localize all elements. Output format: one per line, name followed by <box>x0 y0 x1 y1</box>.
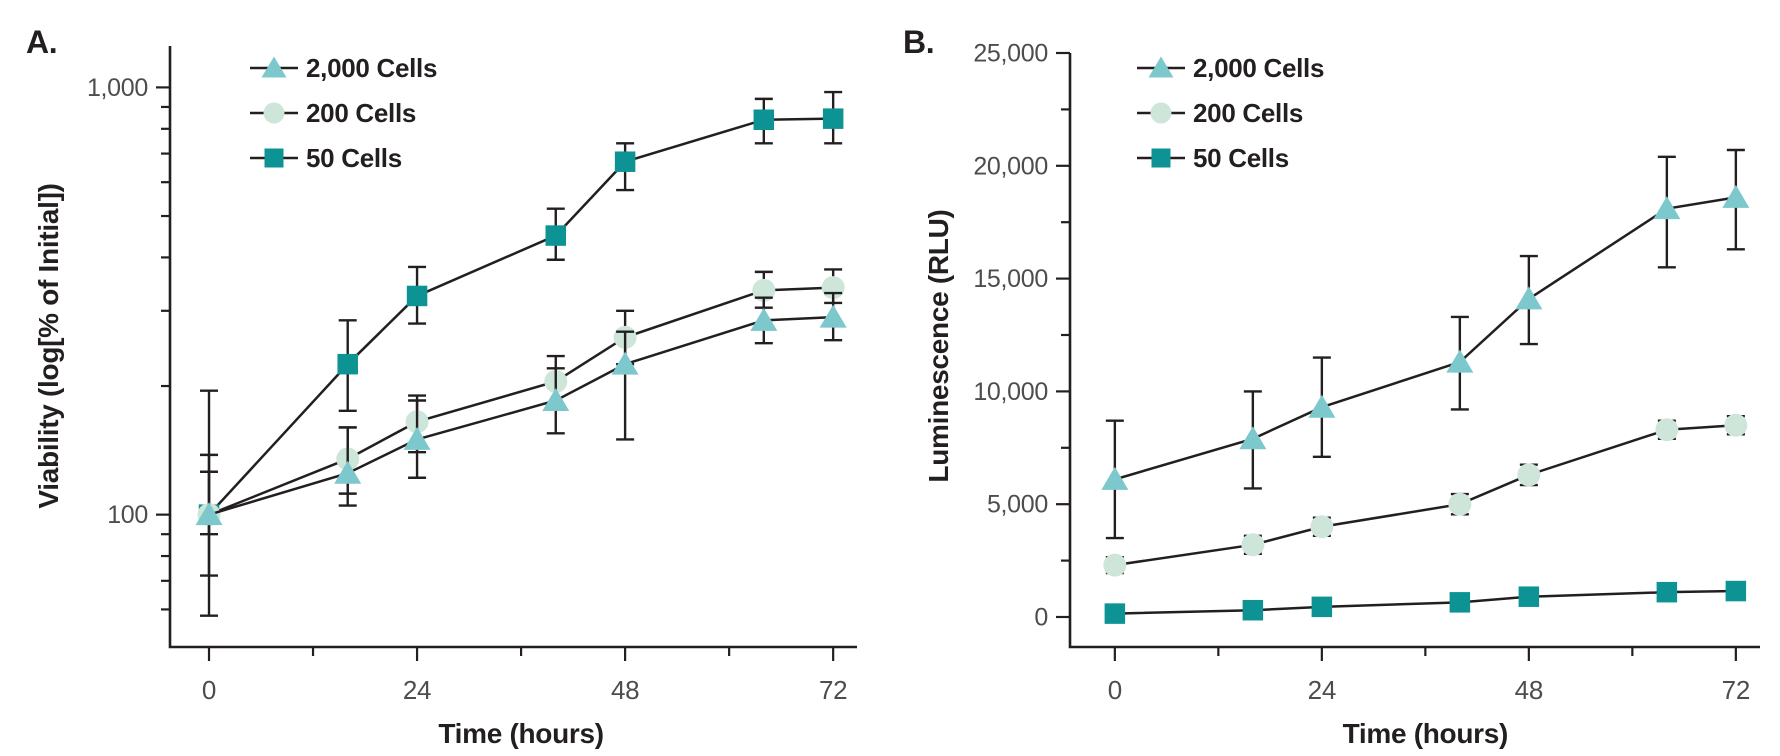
square-marker <box>1104 603 1126 624</box>
y-axis: 100 1,000 <box>87 74 170 611</box>
axes <box>168 46 857 649</box>
legend-label: 50 Cells <box>306 143 402 173</box>
square-marker <box>753 109 775 131</box>
series-line <box>208 315 834 516</box>
series-50-cells <box>1104 580 1747 624</box>
x-axis-title: Time (hours) <box>438 718 603 749</box>
square-marker <box>1518 586 1540 607</box>
legend-a: 2,000 Cells 200 Cells 50 Cells <box>250 53 437 173</box>
square-icon <box>264 148 284 168</box>
series-line <box>208 286 834 516</box>
square-marker <box>1449 592 1471 613</box>
triangle-marker <box>1515 286 1543 310</box>
circle-marker <box>1103 553 1127 577</box>
legend-label: 2,000 Cells <box>1193 53 1324 83</box>
triangle-marker <box>542 387 570 411</box>
series-200-cells <box>1103 413 1748 577</box>
x-tick-label: 48 <box>611 675 639 705</box>
square-marker <box>1311 596 1333 618</box>
circle-marker <box>1517 463 1541 487</box>
series-2-000-cells <box>195 291 847 536</box>
legend-item-2-000-cells: 2,000 Cells <box>1137 53 1324 83</box>
y-axis-title: Luminescence (RLU) <box>923 209 954 482</box>
y-tick-label: 5,000 <box>987 491 1048 519</box>
y-tick-label: 100 <box>107 501 148 529</box>
circle-icon <box>1150 102 1172 124</box>
x-axis: 0 24 48 72 <box>1108 647 1750 705</box>
y-tick-label: 25,000 <box>973 40 1048 68</box>
square-icon <box>1151 148 1171 168</box>
triangle-marker <box>403 426 431 450</box>
triangle-marker <box>1446 349 1474 373</box>
x-axis: 0 24 48 72 <box>202 647 848 705</box>
triangle-icon <box>261 56 287 78</box>
x-axis-title: Time (hours) <box>1343 718 1508 749</box>
triangle-icon <box>1148 56 1174 78</box>
y-tick-label: 1,000 <box>87 74 148 102</box>
legend-item-50-cells: 50 Cells <box>250 143 402 173</box>
square-marker <box>1725 580 1747 602</box>
y-axis-title: Viability (log[% of Initial]) <box>33 183 64 508</box>
legend-label: 200 Cells <box>306 98 416 128</box>
x-tick-label: 72 <box>819 675 847 705</box>
panel-b: B. 0 5,000 10,000 15,000 20,000 25,000 0 24 48 72 T… <box>903 24 1760 749</box>
circle-icon <box>263 102 285 124</box>
circle-marker <box>1310 515 1334 539</box>
series-50-cells <box>198 90 844 617</box>
legend-item-50-cells: 50 Cells <box>1137 143 1289 173</box>
series-line <box>1114 589 1736 615</box>
y-tick-label: 10,000 <box>973 378 1048 406</box>
x-tick-label: 0 <box>202 675 216 705</box>
series-line <box>208 117 834 516</box>
triangle-marker <box>1101 466 1129 490</box>
x-tick-label: 0 <box>1108 675 1122 705</box>
circle-marker <box>1655 418 1679 442</box>
legend-label: 200 Cells <box>1193 98 1303 128</box>
legend-b: 2,000 Cells 200 Cells 50 Cells <box>1137 53 1324 173</box>
y-axis: 0 5,000 10,000 15,000 20,000 25,000 <box>973 40 1070 631</box>
triangle-marker <box>819 304 847 328</box>
square-marker <box>1656 581 1678 603</box>
square-marker <box>337 353 358 375</box>
x-tick-label: 24 <box>1308 675 1336 705</box>
x-tick-label: 72 <box>1722 675 1750 705</box>
panel-a: A. 100 1,000 0 24 48 72 Time (hours) Viability (… <box>26 24 857 749</box>
series-line <box>1114 423 1736 567</box>
y-tick-label: 0 <box>1034 603 1048 631</box>
circle-marker <box>1724 413 1748 437</box>
circle-marker <box>1241 533 1265 557</box>
legend-item-200-cells: 200 Cells <box>1137 98 1303 128</box>
legend-label: 50 Cells <box>1193 143 1289 173</box>
legend-item-2-000-cells: 2,000 Cells <box>250 53 437 83</box>
triangle-marker <box>611 351 639 375</box>
panel-a-label: A. <box>26 24 57 60</box>
triangle-marker <box>1653 196 1681 220</box>
series-2-000-cells <box>1101 148 1750 540</box>
triangle-marker <box>334 460 362 484</box>
triangle-marker <box>195 502 223 526</box>
square-marker <box>1242 599 1264 621</box>
x-tick-label: 48 <box>1515 675 1543 705</box>
triangle-marker <box>1308 394 1336 418</box>
triangle-marker <box>1239 426 1267 450</box>
triangle-marker <box>750 307 778 331</box>
axes <box>1068 53 1760 649</box>
panel-b-label: B. <box>903 24 934 60</box>
square-marker <box>406 285 428 307</box>
triangle-marker <box>1722 184 1750 208</box>
x-tick-label: 24 <box>403 675 431 705</box>
legend-label: 2,000 Cells <box>306 53 437 83</box>
square-marker <box>545 225 567 246</box>
circle-marker <box>752 278 776 302</box>
y-tick-label: 15,000 <box>973 265 1048 293</box>
y-tick-label: 20,000 <box>973 152 1048 180</box>
legend-item-200-cells: 200 Cells <box>250 98 416 128</box>
error-bar <box>616 330 635 441</box>
square-marker <box>822 108 844 129</box>
square-marker <box>614 151 636 172</box>
circle-marker <box>1448 492 1472 516</box>
